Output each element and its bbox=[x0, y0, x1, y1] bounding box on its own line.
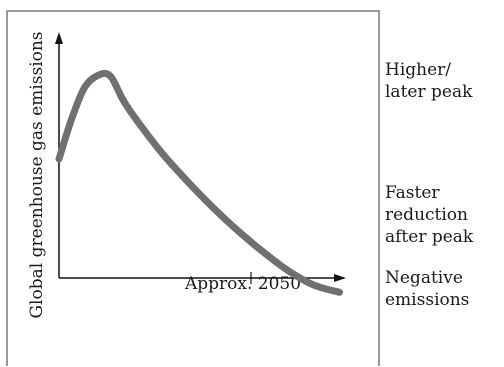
x-tick-label: Approx. 2050 bbox=[184, 274, 301, 294]
emissions-curve bbox=[55, 69, 343, 296]
annotation-faster-reduction: Faster reduction after peak bbox=[385, 183, 474, 247]
annotation-negative-emissions: Negative emissions bbox=[385, 268, 470, 310]
annotation-higher-later-peak: Higher/ later peak bbox=[385, 60, 473, 102]
chart-frame bbox=[6, 10, 380, 366]
y-axis-label: Global greenhouse gas emissions bbox=[27, 31, 47, 318]
x-axis-arrow bbox=[334, 274, 346, 282]
y-axis-arrow bbox=[55, 32, 63, 44]
